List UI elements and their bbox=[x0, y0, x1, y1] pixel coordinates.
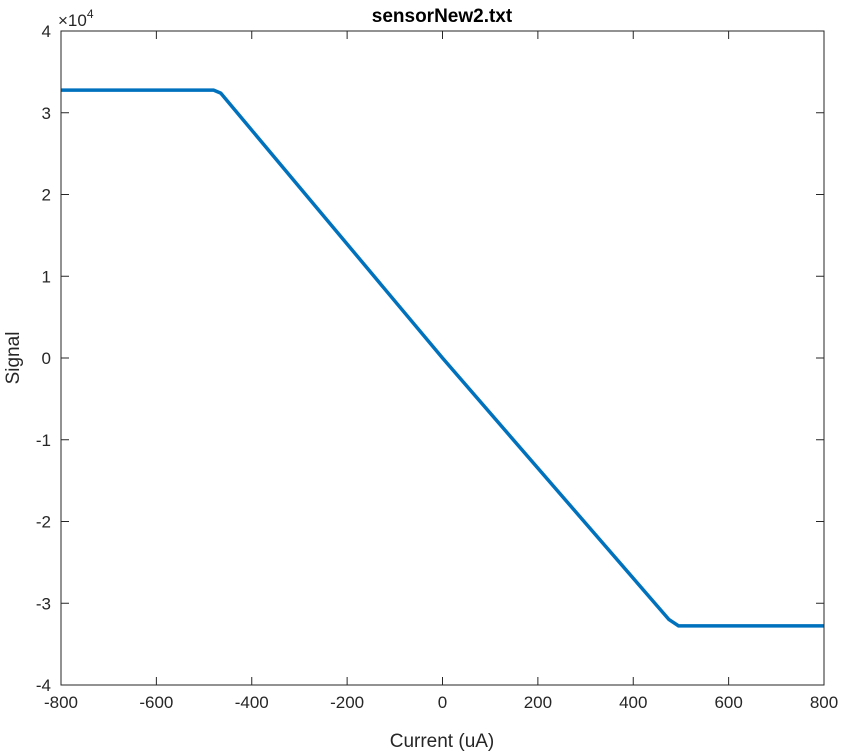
y-tick-label: 3 bbox=[42, 104, 51, 123]
x-tick-label: 200 bbox=[524, 693, 552, 712]
y-tick-label: 1 bbox=[42, 267, 51, 286]
y-tick-label: -4 bbox=[36, 676, 51, 695]
x-tick-label: 800 bbox=[810, 693, 838, 712]
plot-frame bbox=[60, 30, 825, 686]
chart-title: sensorNew2.txt bbox=[372, 6, 513, 27]
y-axis-title: Signal bbox=[3, 332, 24, 385]
y-tick-label: 2 bbox=[42, 186, 51, 205]
x-tick-label: -200 bbox=[330, 693, 364, 712]
series-layer bbox=[61, 88, 824, 628]
x-tick-label: 400 bbox=[619, 693, 647, 712]
y-tick-label: 4 bbox=[42, 22, 51, 41]
x-tick-label: -800 bbox=[44, 693, 78, 712]
y-exponent-power: 4 bbox=[87, 7, 94, 21]
x-axis-title: Current (uA) bbox=[390, 731, 495, 752]
y-tick-label: 0 bbox=[42, 349, 51, 368]
y-exponent: ×104 bbox=[58, 7, 94, 30]
x-tick-label: 0 bbox=[438, 693, 447, 712]
x-axis-ticks: -800 -600 -400 -200 0 200 400 600 800 bbox=[44, 31, 838, 712]
y-tick-label: -2 bbox=[36, 513, 51, 532]
x-tick-label: 600 bbox=[714, 693, 742, 712]
y-tick-label: -3 bbox=[36, 594, 51, 613]
x-tick-label: -600 bbox=[139, 693, 173, 712]
y-tick-label: -1 bbox=[36, 431, 51, 450]
series-line-0 bbox=[61, 88, 824, 628]
y-exponent-base: ×10 bbox=[58, 11, 87, 30]
x-tick-label: -400 bbox=[235, 693, 269, 712]
svg-text:×104: ×104 bbox=[58, 7, 94, 30]
